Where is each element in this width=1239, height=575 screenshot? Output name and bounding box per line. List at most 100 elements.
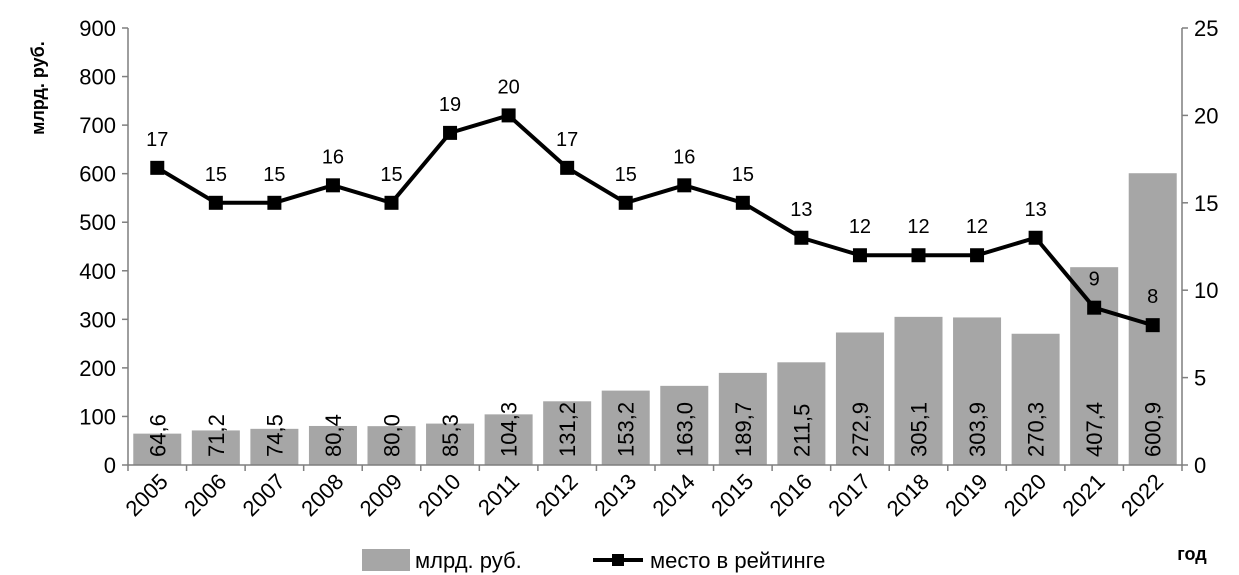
bar-label-2006: 71,2 bbox=[204, 414, 229, 457]
bar-label-2017: 272,9 bbox=[848, 402, 873, 457]
point-label-2017: 12 bbox=[849, 216, 871, 238]
x-tick-label-2007: 2007 bbox=[238, 469, 290, 521]
point-label-2005: 17 bbox=[146, 129, 168, 151]
legend-bar-swatch bbox=[362, 549, 410, 571]
right-tick-label: 5 bbox=[1194, 366, 1206, 391]
bar-label-2018: 305,1 bbox=[907, 402, 932, 457]
bar-label-2013: 153,2 bbox=[614, 402, 639, 457]
line-marker-2021 bbox=[1087, 300, 1102, 315]
legend-line-marker bbox=[612, 554, 624, 566]
point-label-2009: 15 bbox=[380, 164, 402, 186]
line-marker-2006 bbox=[208, 195, 223, 210]
bar-2020 bbox=[1011, 333, 1060, 465]
bar-label-2019: 303,9 bbox=[965, 402, 990, 457]
x-tick-label-2022: 2022 bbox=[1116, 469, 1168, 521]
x-tick-label-2021: 2021 bbox=[1057, 469, 1109, 521]
point-label-2016: 13 bbox=[790, 199, 812, 221]
line-marker-2010 bbox=[443, 125, 458, 140]
bar-2012 bbox=[543, 401, 592, 465]
x-tick-label-2018: 2018 bbox=[882, 469, 934, 521]
left-tick-label: 500 bbox=[79, 210, 116, 235]
bar-label-2005: 64,6 bbox=[145, 414, 170, 457]
line-marker-2016 bbox=[794, 230, 809, 245]
right-tick-label: 10 bbox=[1194, 278, 1218, 303]
bar-2013 bbox=[601, 390, 650, 465]
point-label-2015: 15 bbox=[732, 164, 754, 186]
x-tick-label-2010: 2010 bbox=[413, 469, 465, 521]
legend: млрд. руб. место в рейтинге bbox=[362, 548, 825, 573]
line-marker-2020 bbox=[1028, 230, 1043, 245]
line-marker-2019 bbox=[970, 248, 985, 263]
point-label-2020: 13 bbox=[1024, 199, 1046, 221]
x-tick-label-2019: 2019 bbox=[940, 469, 992, 521]
line-series bbox=[150, 108, 1160, 333]
bar-2010 bbox=[426, 423, 475, 465]
point-label-2013: 15 bbox=[615, 164, 637, 186]
left-tick-label: 600 bbox=[79, 162, 116, 187]
line-marker-2012 bbox=[560, 160, 575, 175]
legend-bar-label: млрд. руб. bbox=[415, 548, 522, 573]
point-label-2021: 9 bbox=[1089, 269, 1100, 291]
bar-2011 bbox=[484, 414, 533, 465]
left-tick-label: 400 bbox=[79, 259, 116, 284]
bar-2015 bbox=[718, 372, 767, 465]
bar-2009 bbox=[367, 426, 416, 465]
bar-2007 bbox=[250, 428, 299, 465]
x-tick-label-2017: 2017 bbox=[823, 469, 875, 521]
bar-label-2007: 74,5 bbox=[262, 414, 287, 457]
line-marker-2018 bbox=[911, 248, 926, 263]
x-tick-label-2014: 2014 bbox=[648, 469, 700, 521]
x-axis-title: год bbox=[1177, 544, 1207, 564]
right-tick-label: 25 bbox=[1194, 16, 1218, 41]
right-tick-label: 20 bbox=[1194, 103, 1218, 128]
point-label-2019: 12 bbox=[966, 216, 988, 238]
x-tick-label-2015: 2015 bbox=[706, 469, 758, 521]
bar-2017 bbox=[835, 332, 884, 465]
right-axis-ticks: 0 5 10 15 20 25 bbox=[1182, 16, 1218, 478]
left-tick-label: 100 bbox=[79, 404, 116, 429]
x-tick-label-2008: 2008 bbox=[296, 469, 348, 521]
point-label-2022: 8 bbox=[1147, 286, 1158, 308]
left-tick-label: 200 bbox=[79, 356, 116, 381]
point-label-2014: 16 bbox=[673, 146, 695, 168]
x-tick-label-2013: 2013 bbox=[589, 469, 641, 521]
bar-series bbox=[133, 173, 1177, 465]
x-axis-ticks: 2005 2006 2007 2008 2009 2010 2011 2012 2013 2014… bbox=[121, 465, 1183, 521]
bar-label-2015: 189,7 bbox=[731, 402, 756, 457]
right-tick-label: 15 bbox=[1194, 191, 1218, 216]
x-tick-label-2016: 2016 bbox=[765, 469, 817, 521]
x-tick-label-2011: 2011 bbox=[473, 469, 524, 520]
bar-label-2020: 270,3 bbox=[1024, 402, 1049, 457]
line-marker-2007 bbox=[267, 195, 282, 210]
x-tick-label-2020: 2020 bbox=[999, 469, 1051, 521]
left-tick-label: 900 bbox=[79, 16, 116, 41]
left-axis-ticks: 0 100 200 300 400 500 600 700 800 900 bbox=[79, 16, 128, 478]
bar-label-2010: 85,3 bbox=[438, 414, 463, 457]
point-label-2010: 19 bbox=[439, 94, 461, 116]
left-tick-label: 300 bbox=[79, 307, 116, 332]
bar-2018 bbox=[894, 316, 943, 465]
line-marker-2013 bbox=[618, 195, 633, 210]
bar-2008 bbox=[308, 425, 357, 465]
bar-data-labels: 64,6 71,2 74,5 80,4 80,0 85,3 104,3 131,2 153,2 1… bbox=[145, 402, 1165, 457]
bar-label-2014: 163,0 bbox=[672, 402, 697, 457]
left-tick-label: 0 bbox=[104, 453, 116, 478]
x-tick-label-2006: 2006 bbox=[179, 469, 231, 521]
x-tick-label-2012: 2012 bbox=[530, 469, 582, 521]
point-label-2007: 15 bbox=[263, 164, 285, 186]
bar-label-2012: 131,2 bbox=[555, 402, 580, 457]
point-label-2011: 20 bbox=[497, 76, 519, 98]
bar-label-2021: 407,4 bbox=[1082, 402, 1107, 457]
left-tick-label: 800 bbox=[79, 65, 116, 90]
legend-line-label: место в рейтинге bbox=[650, 548, 825, 573]
right-tick-label: 0 bbox=[1194, 453, 1206, 478]
point-label-2012: 17 bbox=[556, 129, 578, 151]
line-marker-2015 bbox=[735, 195, 750, 210]
line-path bbox=[156, 113, 1154, 328]
line-marker-2008 bbox=[325, 178, 340, 193]
bar-2019 bbox=[953, 317, 1002, 465]
bar-label-2009: 80,0 bbox=[380, 414, 405, 457]
line-data-labels: 17 15 15 16 15 19 20 17 15 16 15 13 12 12 12 13 9 8 bbox=[146, 76, 1158, 308]
line-marker-2017 bbox=[852, 248, 867, 263]
